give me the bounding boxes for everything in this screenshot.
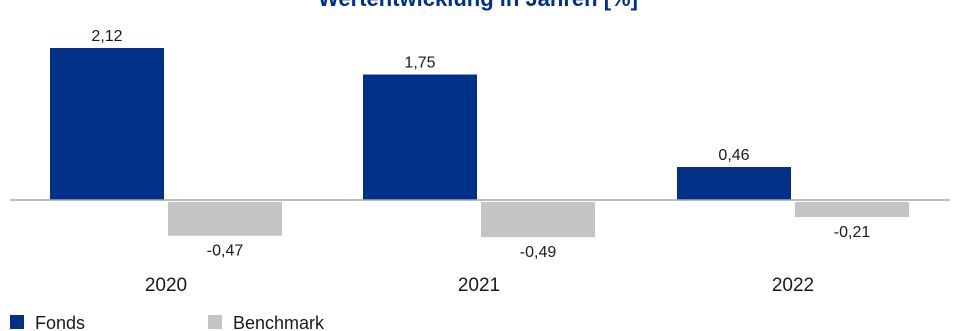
bar-fonds-2021 [363,74,477,200]
bar-benchmark-2021 [481,202,595,238]
legend-swatch-fonds [10,315,24,329]
category-label-2021: 2021 [458,275,500,296]
legend: Fonds Benchmark [10,313,325,331]
data-label-fonds-2021: 1,75 [404,55,435,72]
chart-title: Wertentwicklung in Jahren [%] [318,0,638,11]
legend-label-benchmark: Benchmark [233,313,325,331]
data-labels-layer: 2,12 -0,47 1,75 -0,49 0,46 -0,21 [91,28,870,261]
bar-benchmark-2022 [795,202,909,218]
data-label-benchmark-2020: -0,47 [207,243,244,260]
bar-benchmark-2020 [168,202,282,236]
data-label-fonds-2022: 0,46 [718,147,749,164]
data-label-benchmark-2021: -0,49 [520,244,557,261]
category-label-2022: 2022 [772,275,814,296]
bar-fonds-2022 [677,167,791,200]
bar-fonds-2020 [50,47,164,200]
category-axis: 2020 2021 2022 [145,275,814,296]
legend-swatch-benchmark [208,315,222,329]
bars-layer [50,47,909,238]
data-label-fonds-2020: 2,12 [91,28,122,45]
legend-label-fonds: Fonds [35,313,85,331]
category-label-2020: 2020 [145,275,187,296]
data-label-benchmark-2022: -0,21 [834,224,871,241]
